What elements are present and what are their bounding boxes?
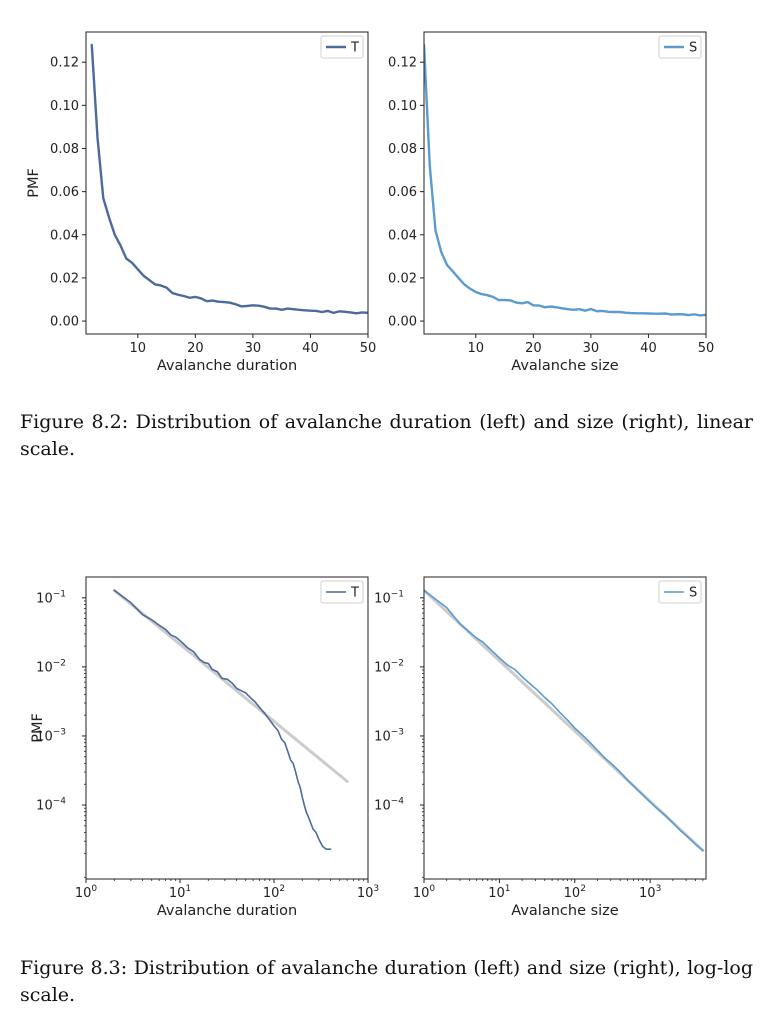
x-axis-label: Avalanche duration	[157, 358, 297, 374]
x-tick-label: 20	[187, 341, 204, 356]
x-tick-label: 30	[583, 341, 600, 356]
x-tick-label: 40	[640, 341, 657, 356]
y-tick-label: 0.10	[388, 99, 417, 114]
x-tick-label: 101	[169, 884, 191, 901]
y-tick-label: 10−3	[36, 727, 66, 744]
series-line-T	[113, 589, 332, 850]
legend-label: T	[350, 41, 359, 56]
y-tick-label: 10−1	[374, 589, 404, 606]
y-tick-label: 10−2	[374, 658, 404, 675]
x-tick-label: 50	[698, 341, 715, 356]
size-loglog-chart: 100 101 102 103 10−1 10−2 10−3 10−4 Avalanche si…	[374, 576, 707, 919]
duration-linear-chart: 10 20 30 40 50 0.00 0.02 0.04 0.06 0.08 0.10 0.12 Av…	[26, 31, 377, 374]
duration-loglog-chart: 100 101 102 103 10−1 10−2 10−3 10−4 Avalanche du…	[30, 576, 379, 919]
plot-frame	[423, 576, 707, 880]
size-linear-chart: 10 20 30 40 50 0.00 0.02 0.04 0.06 0.08 0.10 0.12 Av…	[388, 31, 715, 374]
legend-label: S	[689, 41, 697, 56]
x-tick-label: 102	[263, 884, 285, 901]
y-axis-label: PMF	[26, 168, 42, 198]
figure-8-3-caption: Figure 8.3: Distribution of avalanche du…	[20, 957, 753, 1006]
y-tick-label: 0.02	[388, 271, 417, 286]
x-tick-label: 103	[639, 884, 661, 901]
x-tick-label: 10	[468, 341, 485, 356]
x-tick-label: 20	[525, 341, 542, 356]
y-tick-label: 10−4	[374, 797, 404, 814]
figure-8-2: 10 20 30 40 50 0.00 0.02 0.04 0.06 0.08 0.10 0.12 Av…	[0, 20, 770, 380]
x-tick-label: 103	[357, 884, 379, 901]
x-tick-label: 10	[130, 341, 147, 356]
plot-frame	[423, 31, 707, 335]
y-tick-label: 0.00	[388, 315, 417, 330]
y-tick-label: 0.02	[50, 271, 79, 286]
y-tick-label: 0.12	[388, 56, 417, 71]
y-tick-label: 0.08	[388, 142, 417, 157]
x-tick-label: 40	[302, 341, 319, 356]
y-tick-label: 10−4	[36, 797, 66, 814]
x-tick-label: 101	[488, 884, 510, 901]
y-tick-label: 0.10	[50, 99, 79, 114]
plot-area	[424, 43, 706, 317]
plot-frame	[85, 31, 369, 335]
plot-area	[424, 588, 705, 852]
y-tick-label: 0.04	[388, 228, 417, 243]
series-line-S	[424, 43, 706, 317]
y-tick-label: 0.04	[50, 228, 79, 243]
legend-label: S	[689, 586, 697, 601]
y-tick-label: 10−2	[36, 658, 66, 675]
y-axis-label: PMF	[30, 713, 46, 743]
figure-8-3: 100 101 102 103 10−1 10−2 10−3 10−4 Avalanche du…	[0, 565, 770, 925]
y-tick-label: 0.06	[50, 185, 79, 200]
y-tick-label: 0.08	[50, 142, 79, 157]
x-tick-label: 30	[245, 341, 262, 356]
y-tick-label: 0.12	[50, 56, 79, 71]
plot-area	[90, 43, 368, 315]
plot-area	[112, 588, 349, 850]
legend-label: T	[350, 586, 359, 601]
x-tick-label: 50	[360, 341, 377, 356]
x-axis-label: Avalanche size	[511, 903, 619, 919]
y-tick-label: 10−3	[374, 727, 404, 744]
y-tick-label: 0.00	[50, 315, 79, 330]
series-line-S	[424, 589, 704, 852]
figure-8-2-caption: Figure 8.2: Distribution of avalanche du…	[20, 411, 753, 460]
x-tick-label: 102	[564, 884, 586, 901]
series-line-T	[90, 43, 368, 315]
x-axis-label: Avalanche duration	[157, 903, 297, 919]
x-tick-label: 100	[413, 884, 436, 901]
y-tick-label: 10−1	[36, 589, 66, 606]
reference-fit-line	[112, 588, 349, 783]
plot-frame	[85, 576, 369, 880]
x-axis-label: Avalanche size	[511, 358, 619, 374]
y-tick-label: 0.06	[388, 185, 417, 200]
x-tick-label: 100	[75, 884, 98, 901]
